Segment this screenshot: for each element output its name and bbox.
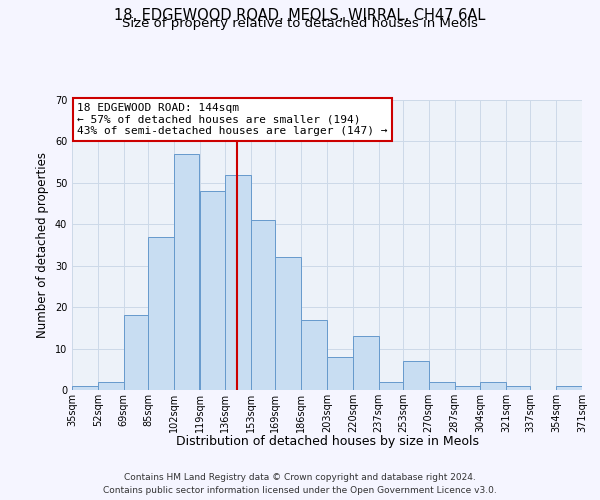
Bar (403, 361, 428, 390)
Bar (199, 191, 226, 390)
X-axis label: Distribution of detached houses by size in Meols: Distribution of detached houses by size … (176, 435, 479, 448)
Bar (379, 382, 403, 390)
Bar (506, 386, 530, 390)
Bar (251, 220, 275, 390)
Bar (556, 386, 582, 390)
Bar (72, 386, 98, 390)
Text: Size of property relative to detached houses in Meols: Size of property relative to detached ho… (122, 18, 478, 30)
Text: 18 EDGEWOOD ROAD: 144sqm
← 57% of detached houses are smaller (194)
43% of semi-: 18 EDGEWOOD ROAD: 144sqm ← 57% of detach… (77, 103, 388, 136)
Bar (428, 382, 455, 390)
Bar (275, 258, 301, 390)
Text: 18, EDGEWOOD ROAD, MEOLS, WIRRAL, CH47 6AL: 18, EDGEWOOD ROAD, MEOLS, WIRRAL, CH47 6… (115, 8, 485, 22)
Bar (327, 357, 353, 390)
Bar (173, 154, 199, 390)
Bar (301, 320, 327, 390)
Bar (455, 386, 481, 390)
Y-axis label: Number of detached properties: Number of detached properties (36, 152, 49, 338)
Bar (98, 382, 124, 390)
Bar (481, 382, 506, 390)
Bar (226, 174, 251, 390)
Bar (148, 236, 173, 390)
Text: Contains HM Land Registry data © Crown copyright and database right 2024.
Contai: Contains HM Land Registry data © Crown c… (103, 473, 497, 495)
Bar (353, 336, 379, 390)
Bar (124, 316, 148, 390)
